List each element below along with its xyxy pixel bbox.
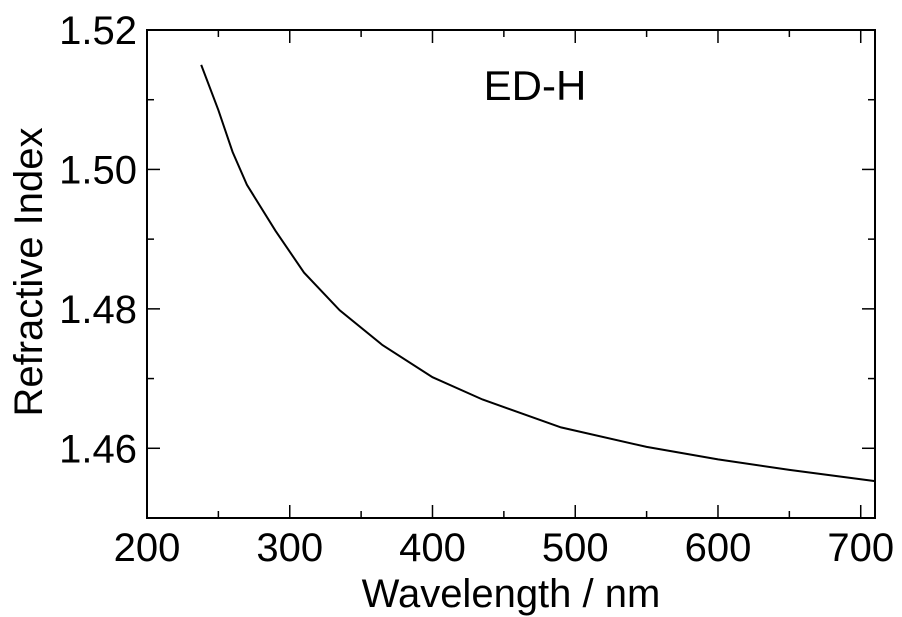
x-axis-label: Wavelength / nm: [362, 572, 661, 616]
x-tick-label: 500: [542, 526, 609, 570]
annotation-label: ED-H: [484, 62, 587, 109]
x-tick-label: 200: [114, 526, 181, 570]
x-tick-label: 700: [827, 526, 894, 570]
series-line: [200, 64, 876, 483]
x-tick-label: 300: [256, 526, 323, 570]
tick-labels: 200 300 400 500 600 700 1.46 1.48 1.50 1.52: [59, 9, 894, 570]
y-axis-label: Refractive Index: [7, 127, 51, 416]
x-tick-label: 600: [685, 526, 752, 570]
y-tick-label: 1.46: [59, 427, 137, 471]
y-tick-label: 1.50: [59, 148, 137, 192]
y-tick-label: 1.48: [59, 288, 137, 332]
axis-ticks: [146, 29, 875, 519]
x-tick-label: 400: [399, 526, 466, 570]
y-tick-label: 1.52: [59, 9, 137, 53]
plot-frame: [146, 29, 876, 519]
